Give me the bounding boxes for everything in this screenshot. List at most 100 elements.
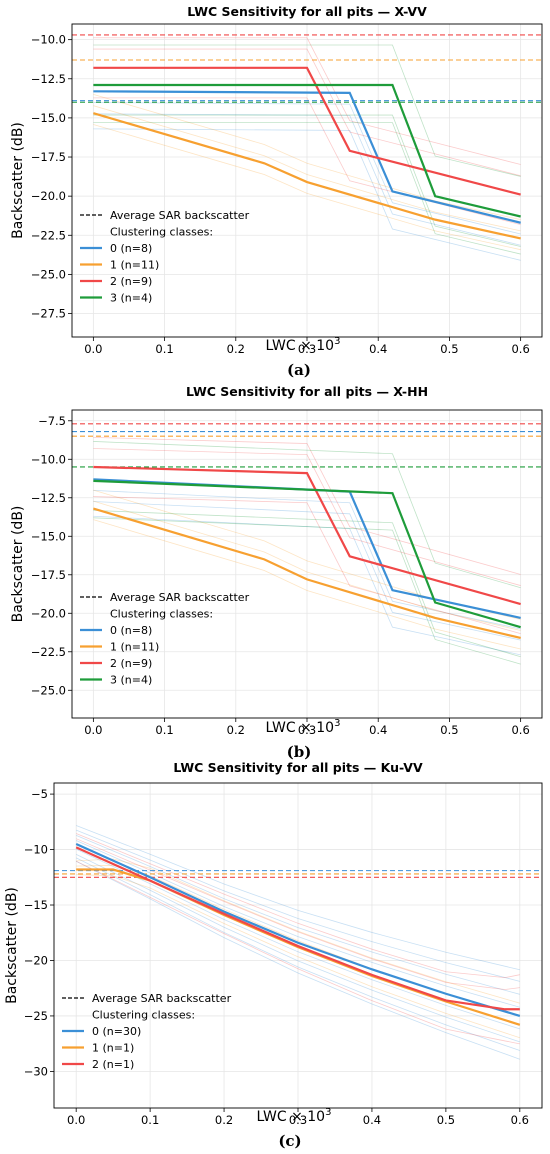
series-line-2 [93, 465, 521, 606]
legend-entry-2: 2 (n=9) [110, 275, 152, 288]
y-tick-label: −7.5 [38, 414, 66, 428]
pit-line [93, 500, 521, 631]
y-tick-label: −22.5 [31, 228, 66, 242]
chart-title: LWC Sensitivity for all pits — X-VV [187, 4, 427, 19]
legend-entry-1: 1 (n=11) [110, 259, 159, 272]
x-axis-label: LWC × 103 [266, 718, 341, 736]
y-tick-label: −17.5 [31, 150, 66, 164]
pit-line [93, 510, 521, 658]
x-tick-label: 0.2 [227, 723, 245, 737]
x-axis-label-superscript: 3 [334, 336, 340, 347]
legend-average-label: Average SAR backscatter [92, 992, 232, 1005]
y-axis-label: Backscatter (dB) [10, 506, 26, 623]
y-tick-label: −17.5 [31, 568, 66, 582]
x-tick-label: 0.5 [440, 723, 458, 737]
plot-area [54, 825, 542, 1060]
x-tick-label: 0.6 [511, 342, 529, 356]
y-axis-label: Backscatter (dB) [10, 122, 26, 239]
y-tick-label: −15.0 [31, 529, 66, 543]
x-axis-label-text: LWC × 10 [266, 720, 335, 736]
series-line-2 [93, 66, 521, 196]
legend-header: Clustering classes: [110, 608, 213, 621]
pit-line [93, 124, 521, 251]
pit-line [93, 48, 521, 177]
y-tick-label: −12.5 [31, 491, 66, 505]
series-line-1 [93, 112, 521, 240]
series-line-0 [93, 90, 521, 224]
series-line-0 [75, 843, 521, 1017]
pit-line [76, 829, 520, 982]
y-tick-label: −10.0 [31, 33, 66, 47]
y-tick-label: −20.0 [31, 189, 66, 203]
x-tick-label: 0.1 [141, 1113, 159, 1127]
pit-line [93, 519, 521, 650]
y-tick-label: −25.0 [31, 267, 66, 281]
x-tick-label: 0.4 [369, 342, 387, 356]
y-tick-label: −22.5 [31, 645, 66, 659]
legend-header: Clustering classes: [110, 226, 213, 239]
x-tick-label: 0.3 [298, 723, 316, 737]
panel-caption: (b) [287, 743, 312, 761]
legend-average-label: Average SAR backscatter [110, 591, 250, 604]
y-tick-label: −15 [24, 898, 48, 912]
legend-average-label: Average SAR backscatter [110, 209, 250, 222]
legend-entry-0: 0 (n=30) [92, 1025, 141, 1038]
pit-line [93, 517, 521, 665]
x-axis-label-superscript: 3 [325, 1107, 331, 1118]
pit-line [76, 874, 520, 1039]
x-tick-label: 0.4 [363, 1113, 381, 1127]
x-axis-label: LWC × 103 [266, 336, 341, 354]
chart-panel-0: 0.0 0.1 0.2 0.3 0.4 0.5 0.6 −10.0 −12.5 −15.0 −17.… [10, 4, 543, 379]
pit-line [76, 860, 520, 1045]
y-tick-label: −15.0 [31, 111, 66, 125]
series-line-1 [93, 507, 521, 639]
pit-line [93, 496, 521, 634]
legend: Average SAR backscatter Clustering classe… [80, 209, 250, 305]
panel-caption: (a) [287, 361, 311, 379]
x-tick-label: 0.4 [369, 723, 387, 737]
x-axis-label-text: LWC × 10 [257, 1109, 326, 1125]
pit-line [93, 105, 521, 232]
pit-line [76, 848, 520, 1030]
pit-line [93, 489, 521, 630]
pit-line [93, 437, 521, 575]
x-tick-label: 0.6 [511, 1113, 529, 1127]
pit-line [76, 840, 520, 1008]
y-axis-label: Backscatter (dB) [4, 887, 20, 1004]
y-tick-label: −30 [24, 1064, 48, 1078]
legend: Average SAR backscatter Clustering classe… [80, 591, 250, 687]
x-tick-label: 0.1 [155, 342, 173, 356]
pit-line [76, 838, 520, 990]
x-axis-label: LWC × 103 [257, 1107, 332, 1125]
legend-entry-0: 0 (n=8) [110, 242, 152, 255]
pit-line [93, 37, 521, 165]
chart-panel-1: 0.0 0.1 0.2 0.3 0.4 0.5 0.6 −7.5 −10.0 −12.5 −15.0… [10, 384, 543, 761]
series-line-3 [93, 479, 521, 629]
legend-entry-2: 2 (n=1) [92, 1058, 134, 1071]
legend: Average SAR backscatter Clustering classe… [62, 992, 232, 1071]
pit-line [93, 515, 521, 656]
y-tick-label: −10 [24, 843, 48, 857]
y-tick-label: −10.0 [31, 452, 66, 466]
pit-line [93, 44, 521, 177]
pit-line [76, 857, 520, 1051]
legend-header: Clustering classes: [92, 1009, 195, 1022]
pit-line [93, 94, 521, 221]
x-tick-label: 0.0 [84, 342, 102, 356]
y-tick-label: −25.0 [31, 683, 66, 697]
pit-line [93, 114, 521, 247]
chart-panel-2: 0.0 0.1 0.2 0.3 0.4 0.5 0.6 −5 −10 −15 −20 −25 −30 LW… [4, 760, 543, 1150]
x-tick-label: 0.0 [67, 1113, 85, 1127]
x-axis-label-superscript: 3 [334, 718, 340, 729]
plot-area [72, 34, 542, 261]
legend-entry-0: 0 (n=8) [110, 624, 152, 637]
plot-area [72, 423, 542, 665]
legend-entry-1: 1 (n=11) [110, 641, 159, 654]
pit-line [76, 825, 520, 971]
x-tick-label: 0.6 [511, 723, 529, 737]
x-tick-label: 0.3 [298, 342, 316, 356]
pit-line [76, 834, 520, 995]
y-tick-label: −27.5 [31, 307, 66, 321]
pit-line [93, 441, 521, 589]
